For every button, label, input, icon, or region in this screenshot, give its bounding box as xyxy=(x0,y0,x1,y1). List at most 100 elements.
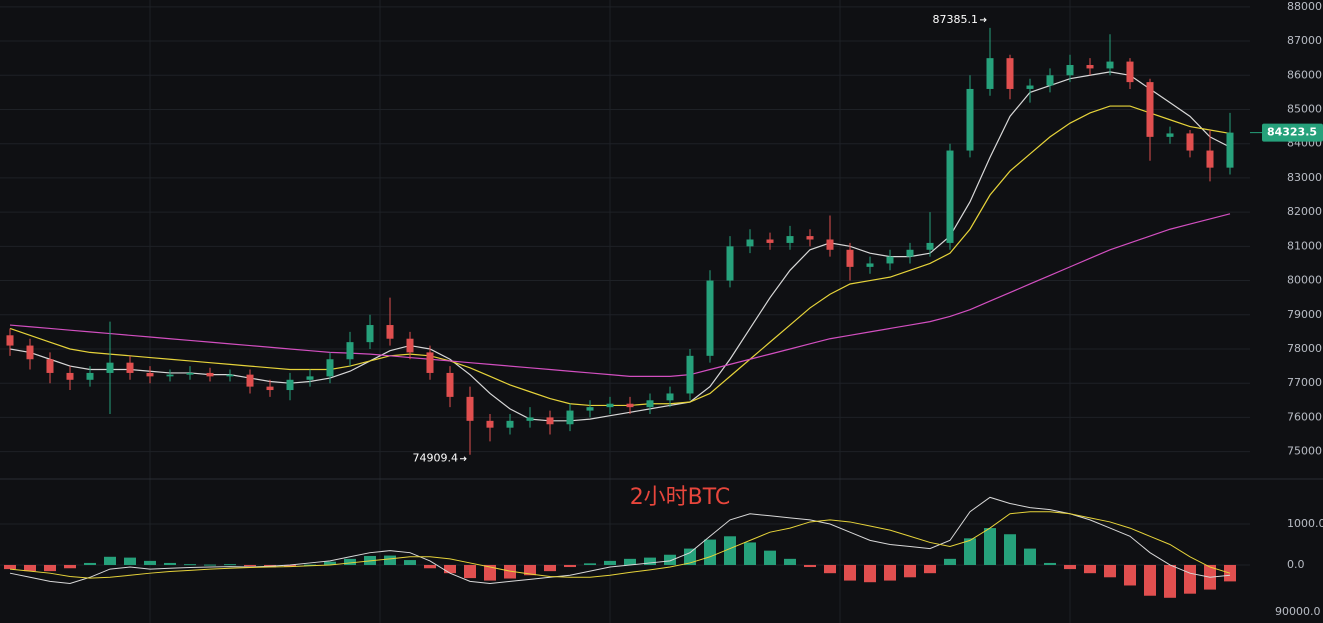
y-tick-label: 81000.0 xyxy=(1287,239,1323,252)
candle-body xyxy=(386,325,394,339)
macd-bar xyxy=(524,564,536,576)
candle-body xyxy=(46,359,54,373)
candle-body xyxy=(1226,132,1234,168)
candle-body xyxy=(126,362,134,373)
last-price-label: 84323.5 xyxy=(1267,126,1317,139)
macd-line xyxy=(9,511,1231,579)
candle-body xyxy=(526,417,534,421)
candle-body xyxy=(586,407,594,411)
candle-body xyxy=(346,342,354,360)
macd-bar xyxy=(584,563,596,565)
y-tick-label: 85000.0 xyxy=(1287,102,1323,115)
high-annotation: 87385.1 xyxy=(933,13,979,26)
candle-body xyxy=(366,325,374,343)
candle-body xyxy=(266,386,274,391)
macd-bar xyxy=(344,558,356,565)
candle-body xyxy=(1046,75,1054,86)
macd-bar xyxy=(144,560,156,565)
macd-bar xyxy=(844,564,856,581)
y-tick-label: 83000.0 xyxy=(1287,171,1323,184)
macd-bar xyxy=(64,564,76,569)
y-tick-label: 0.0 xyxy=(1287,558,1305,571)
macd-bar xyxy=(724,536,736,565)
macd-bar xyxy=(1084,564,1096,574)
chart-title: 2小时BTC xyxy=(630,485,731,510)
macd-bar xyxy=(324,561,336,565)
macd-bar xyxy=(4,564,16,570)
macd-bar xyxy=(1164,564,1176,598)
candle-body xyxy=(566,410,574,425)
candle-body xyxy=(826,239,834,250)
y-tick-label: 88000.0 xyxy=(1287,0,1323,13)
candle-body xyxy=(646,400,654,408)
macd-bar xyxy=(624,558,636,565)
candle-body xyxy=(6,335,14,346)
candle-body xyxy=(1146,82,1154,137)
macd-bar xyxy=(764,550,776,565)
candle-body xyxy=(926,242,934,250)
candle-body xyxy=(406,338,414,353)
candle-body xyxy=(466,396,474,421)
candle-body xyxy=(866,263,874,267)
candle-body xyxy=(1066,65,1074,76)
candle-body xyxy=(166,374,174,377)
candle-body xyxy=(766,239,774,243)
y-tick-label: 76000.0 xyxy=(1287,410,1323,423)
candle-body xyxy=(1006,58,1014,89)
candle-body xyxy=(1106,61,1114,69)
macd-bar xyxy=(184,564,196,566)
y-tick-label: 78000.0 xyxy=(1287,342,1323,355)
y-tick-label: 86000.0 xyxy=(1287,68,1323,81)
macd-bar xyxy=(84,562,96,565)
macd-bar xyxy=(24,564,36,572)
macd-bar xyxy=(1004,534,1016,565)
macd-bar xyxy=(904,564,916,578)
macd-bar xyxy=(1104,564,1116,578)
macd-bar xyxy=(484,564,496,581)
macd-bar xyxy=(244,564,256,567)
macd-bar xyxy=(464,564,476,579)
moving-average-line xyxy=(9,213,1231,377)
macd-bar xyxy=(664,554,676,565)
macd-bar xyxy=(824,564,836,574)
macd-bar xyxy=(124,557,136,565)
macd-bar xyxy=(984,528,996,565)
candle-body xyxy=(146,372,154,377)
macd-bar xyxy=(924,564,936,574)
y-tick-label: 75000.0 xyxy=(1287,445,1323,458)
candle-body xyxy=(506,420,514,428)
candle-body xyxy=(946,150,954,243)
candle-body xyxy=(706,280,714,356)
macd-bar xyxy=(784,558,796,565)
candle-body xyxy=(206,372,214,377)
macd-bar xyxy=(884,564,896,581)
macd-bar xyxy=(104,556,116,565)
macd-bar xyxy=(224,564,236,566)
candle-body xyxy=(666,393,674,401)
candle-body xyxy=(226,374,234,377)
macd-bar xyxy=(404,560,416,565)
candle-body xyxy=(246,374,254,387)
candle-body xyxy=(1206,150,1214,168)
y-tick-label: 90000.0 xyxy=(1275,605,1321,618)
candle-body xyxy=(186,372,194,375)
macd-bar xyxy=(204,564,216,566)
candle-body xyxy=(426,352,434,373)
macd-bar xyxy=(44,564,56,572)
vertical-grid xyxy=(149,0,1071,623)
candle-body xyxy=(1026,85,1034,89)
macd-bar xyxy=(544,564,556,572)
macd-bar xyxy=(1044,562,1056,565)
macd-bar xyxy=(304,564,316,566)
candle-body xyxy=(726,246,734,281)
candle-body xyxy=(446,372,454,397)
candle-body xyxy=(886,256,894,264)
macd-bar xyxy=(1024,548,1036,565)
y-tick-label: 82000.0 xyxy=(1287,205,1323,218)
y-tick-label: 80000.0 xyxy=(1287,274,1323,287)
macd-bar xyxy=(944,558,956,565)
y-tick-label: 1000.0 xyxy=(1287,517,1323,530)
macd-bar xyxy=(744,542,756,565)
annotation-arrow xyxy=(460,456,467,462)
